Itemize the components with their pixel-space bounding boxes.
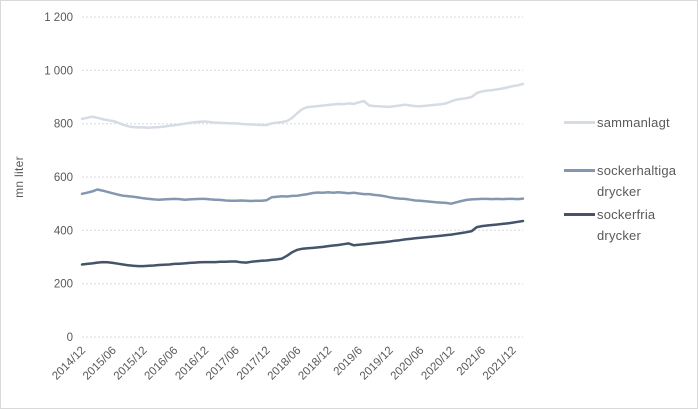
legend-swatch-sockerfria-drycker [564, 213, 595, 216]
legend-item-sockerfria-drycker: sockerfria drycker [564, 205, 689, 247]
legend-label-sockerfria-drycker: sockerfria drycker [597, 207, 656, 243]
series-line-2 [80, 219, 525, 268]
y-tick-label: 600 [54, 172, 73, 184]
y-tick-label: 400 [54, 225, 73, 237]
x-tick-label: 2018/12 [296, 345, 334, 383]
x-tick-label: 2021/12 [481, 345, 519, 383]
legend-swatch-sockerhaltiga-drycker [564, 169, 595, 172]
y-tick-label: 1 200 [44, 12, 73, 24]
x-tick-label: 2020/12 [419, 345, 457, 383]
y-tick-label: 0 [67, 332, 73, 344]
x-tick-label: 2015/12 [112, 345, 150, 383]
y-tick-label: 800 [54, 119, 73, 131]
y-axis-title-text: mn liter [12, 156, 26, 198]
series-line-0 [80, 82, 525, 129]
legend-item-sockerhaltiga-drycker: sockerhaltiga drycker [564, 161, 689, 203]
x-tick-label: 2014/12 [50, 345, 88, 383]
y-tick-label: 200 [54, 279, 73, 291]
legend-item-sammanlagt: sammanlagt [564, 113, 689, 134]
series-line-1 [80, 188, 525, 205]
legend-label-sockerhaltiga-drycker: sockerhaltiga drycker [597, 163, 677, 199]
legend-label-sammanlagt: sammanlagt [597, 115, 670, 130]
y-tick-label: 1 000 [44, 65, 73, 77]
legend-swatch-sammanlagt [564, 121, 595, 124]
